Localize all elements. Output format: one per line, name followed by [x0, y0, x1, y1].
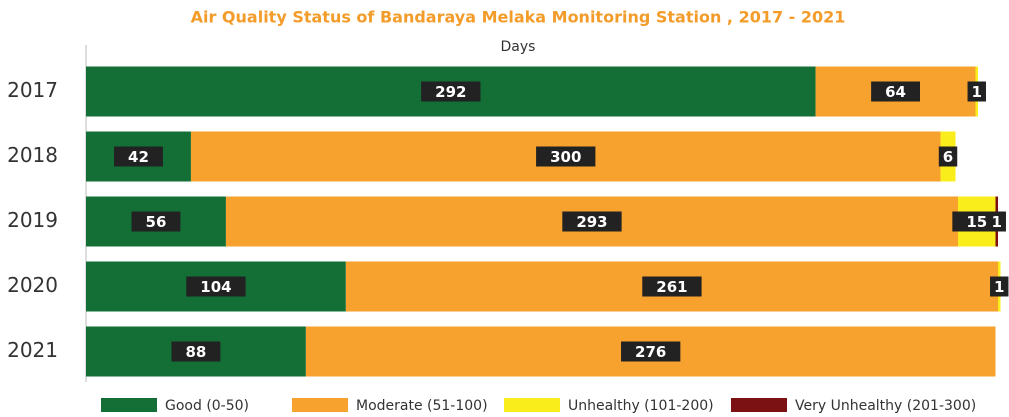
value-label-box — [967, 81, 986, 102]
value-label-box — [536, 146, 596, 167]
value-label-box — [114, 146, 163, 167]
value-label: 300 — [550, 148, 581, 166]
legend-label: Moderate (51-100) — [356, 398, 488, 414]
legend-swatch — [731, 398, 787, 412]
value-label: 88 — [186, 343, 207, 361]
value-label-box — [421, 81, 481, 102]
value-label-box — [171, 341, 221, 362]
value-label-box — [131, 211, 181, 232]
value-label: 261 — [656, 278, 687, 296]
value-label-box — [186, 276, 246, 297]
value-label: 42 — [128, 148, 149, 166]
chart-title: Air Quality Status of Bandaraya Melaka M… — [191, 8, 846, 27]
value-label: 292 — [435, 83, 466, 101]
value-label: 293 — [576, 213, 607, 231]
value-label: 104 — [200, 278, 231, 296]
value-label: 1 — [994, 278, 1004, 296]
y-tick-label: 2018 — [7, 143, 58, 167]
legend-swatch — [292, 398, 348, 412]
y-tick-label: 2020 — [7, 273, 58, 297]
value-label-box — [642, 276, 702, 297]
legend-label: Good (0-50) — [165, 398, 249, 414]
legend-swatch — [504, 398, 560, 412]
y-tick-label: 2017 — [7, 78, 58, 102]
legend-label: Unhealthy (101-200) — [568, 398, 714, 414]
value-label-box — [871, 81, 920, 102]
legend-label: Very Unhealthy (201-300) — [795, 398, 976, 414]
value-label-box — [938, 146, 958, 167]
value-label-box — [621, 341, 681, 362]
y-tick-label: 2021 — [7, 338, 58, 362]
y-tick-label: 2019 — [7, 208, 58, 232]
value-label: 64 — [885, 83, 906, 101]
axis-label: Days — [501, 39, 536, 55]
value-label: 56 — [146, 213, 167, 231]
value-label-box — [990, 276, 1009, 297]
legend-swatch — [101, 398, 157, 412]
value-label: 15 — [966, 213, 987, 231]
value-label-box — [987, 211, 1006, 232]
value-label: 1 — [972, 83, 982, 101]
value-label: 1 — [992, 213, 1002, 231]
value-label: 276 — [635, 343, 666, 361]
value-label-box — [562, 211, 622, 232]
value-label: 6 — [943, 148, 953, 166]
